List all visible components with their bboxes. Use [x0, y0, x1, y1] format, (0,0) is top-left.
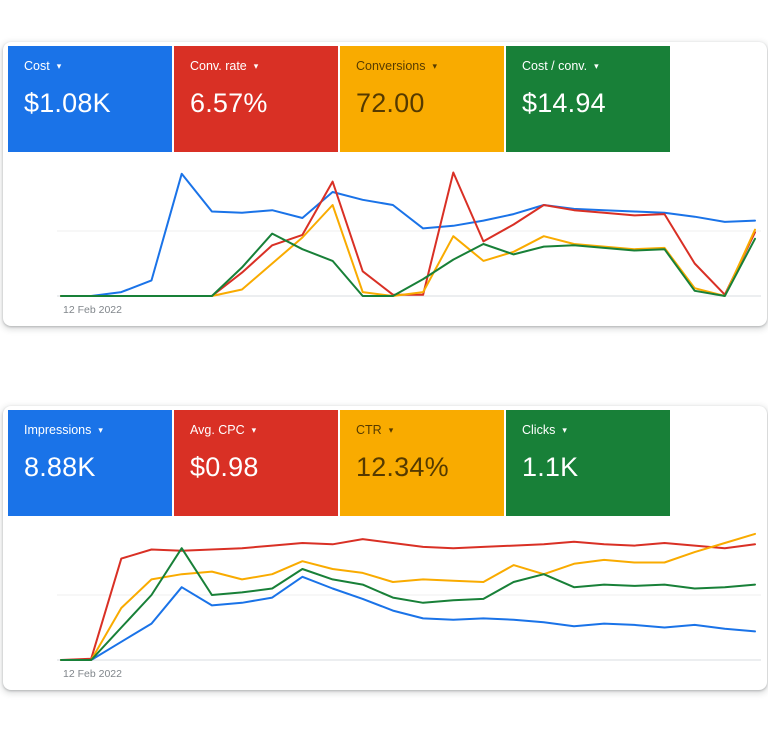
line-chart-traffic[interactable]	[3, 518, 767, 674]
metric-cards-row: Cost ▾ $1.08K Conv. rate ▾ 6.57% Convers…	[3, 46, 767, 152]
chevron-down-icon[interactable]: ▾	[594, 61, 599, 71]
performance-chart-costs[interactable]: 12 Feb 2022	[3, 152, 767, 320]
line-chart-costs[interactable]	[3, 154, 767, 310]
metric-value: 12.34%	[356, 452, 449, 482]
metric-card-clicks[interactable]: Clicks ▾ 1.1K	[506, 410, 670, 516]
performance-chart-traffic[interactable]: 12 Feb 2022	[3, 516, 767, 684]
metric-value: 6.57%	[190, 88, 268, 118]
metric-value: $0.98	[190, 452, 259, 482]
chevron-down-icon[interactable]: ▾	[388, 425, 394, 435]
metric-card-avg-cpc[interactable]: Avg. CPC ▾ $0.98	[174, 410, 338, 516]
chevron-down-icon[interactable]: ▾	[251, 425, 257, 435]
metric-value: 72.00	[356, 88, 425, 118]
metric-card-conversions[interactable]: Conversions ▾ 72.00	[340, 46, 504, 152]
metrics-panel-traffic: Impressions ▾ 8.88K Avg. CPC ▾ $0.98 CTR…	[3, 406, 767, 690]
chevron-down-icon[interactable]: ▾	[432, 61, 438, 71]
metric-label: CTR	[356, 423, 382, 437]
chevron-down-icon[interactable]: ▾	[98, 425, 103, 435]
metric-card-impressions[interactable]: Impressions ▾ 8.88K	[8, 410, 172, 516]
metric-value: $14.94	[522, 88, 606, 118]
chevron-down-icon[interactable]: ▾	[253, 61, 259, 71]
metric-value: 1.1K	[522, 452, 579, 482]
metric-label: Avg. CPC	[190, 423, 245, 437]
x-axis-start-label: 12 Feb 2022	[63, 304, 122, 316]
metric-card-cost-per-conv[interactable]: Cost / conv. ▾ $14.94	[506, 46, 670, 152]
metric-label: Clicks	[522, 423, 556, 437]
metric-label: Impressions	[24, 423, 92, 437]
metric-card-cost[interactable]: Cost ▾ $1.08K	[8, 46, 172, 152]
chevron-down-icon[interactable]: ▾	[56, 61, 62, 71]
metric-card-ctr[interactable]: CTR ▾ 12.34%	[340, 410, 504, 516]
metric-label: Conv. rate	[190, 59, 247, 73]
metric-cards-row: Impressions ▾ 8.88K Avg. CPC ▾ $0.98 CTR…	[3, 410, 767, 516]
x-axis-start-label: 12 Feb 2022	[63, 668, 122, 680]
metric-card-conv-rate[interactable]: Conv. rate ▾ 6.57%	[174, 46, 338, 152]
metric-label: Cost / conv.	[522, 59, 588, 73]
ads-overview-page: Cost ▾ $1.08K Conv. rate ▾ 6.57% Convers…	[3, 42, 767, 690]
metrics-panel-costs: Cost ▾ $1.08K Conv. rate ▾ 6.57% Convers…	[3, 42, 767, 326]
chevron-down-icon[interactable]: ▾	[562, 425, 567, 435]
metric-value: $1.08K	[24, 88, 111, 118]
metric-label: Conversions	[356, 59, 426, 73]
metric-label: Cost	[24, 59, 50, 73]
metric-value: 8.88K	[24, 452, 96, 482]
